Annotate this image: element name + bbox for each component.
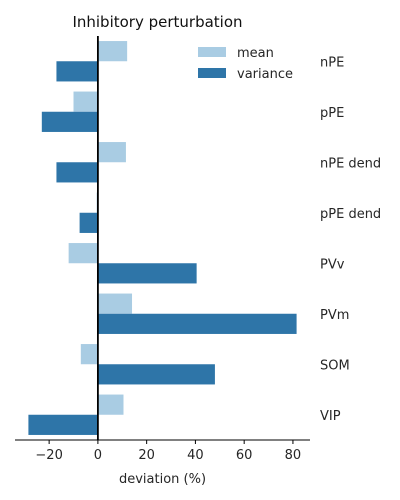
bar-mean-npe-dend [97,142,126,163]
x-ticks: −20 0 20 40 60 80 [35,440,301,463]
category-label-npe: nPE [320,55,344,70]
legend-swatch-mean [198,47,226,57]
bar-variance-npe [56,61,98,82]
bar-variance-som [97,364,215,385]
bar-variance-pvm [97,313,297,334]
x-axis-label: deviation (%) [119,472,206,487]
bar-mean-pvm [97,293,133,314]
bar-variance-vip [28,414,98,435]
bar-mean-vip [97,394,124,415]
category-label-ppe-dend: pPE dend [320,207,381,222]
axes-group [15,36,310,441]
bar-variance-pvv [97,263,197,284]
legend-label-variance: variance [237,67,293,82]
category-labels: nPE pPE nPE dend pPE dend PVv PVm SOM VIP [320,55,381,424]
bars-group [28,41,297,435]
category-label-pvm: PVm [320,308,349,323]
bar-variance-ppe-dend [79,212,98,233]
category-label-pvv: PVv [320,257,345,272]
bar-mean-pvv [68,243,98,264]
category-label-ppe: pPE [320,106,344,121]
x-tick-label: 80 [285,448,302,463]
bar-mean-som [80,344,98,365]
category-label-npe-dend: nPE dend [320,156,381,171]
bar-variance-npe-dend [56,162,98,183]
x-tick-label: 40 [187,448,204,463]
category-label-som: SOM [320,358,350,373]
legend-label-mean: mean [237,46,274,61]
category-label-vip: VIP [320,409,341,424]
legend: mean variance [198,46,293,82]
chart-title: Inhibitory perturbation [72,13,242,31]
legend-swatch-variance [198,68,226,78]
x-tick-label: 0 [94,448,102,463]
x-tick-label: −20 [35,448,62,463]
bar-mean-npe [97,41,128,62]
x-tick-label: 20 [138,448,155,463]
bar-mean-ppe [73,91,98,112]
x-tick-label: 60 [236,448,253,463]
bar-variance-ppe [41,111,98,132]
